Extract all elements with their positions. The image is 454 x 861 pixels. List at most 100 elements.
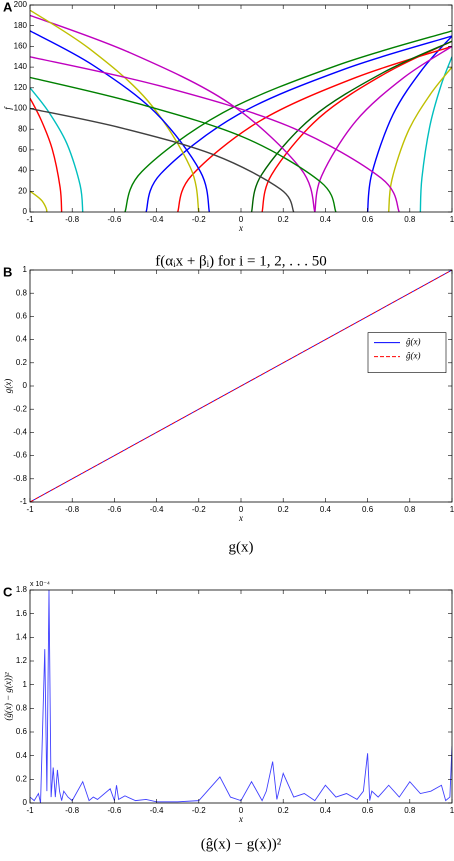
data-line xyxy=(250,40,452,212)
x-tick-label: -1 xyxy=(26,806,34,815)
data-line xyxy=(30,87,84,212)
x-tick-label: 0.2 xyxy=(278,215,290,224)
x-tick-label: 0.2 xyxy=(278,806,290,815)
x-tick-label: -0.8 xyxy=(65,215,79,224)
y-tick-label: -1 xyxy=(20,497,28,506)
x-tick-label: -0.2 xyxy=(192,806,206,815)
data-line xyxy=(388,66,452,212)
x-tick-label: 0 xyxy=(239,806,244,815)
y-tick-label: 0.8 xyxy=(16,288,28,297)
y-tick-label: 0.6 xyxy=(16,312,28,321)
legend-box xyxy=(367,332,447,373)
caption: g(x) xyxy=(229,539,254,555)
y-tick-label: 20 xyxy=(18,186,27,195)
y-tick-label: 160 xyxy=(14,42,28,51)
data-line xyxy=(30,190,48,212)
y-tick-label: 1.2 xyxy=(16,656,28,665)
data-line xyxy=(366,35,452,212)
y-tick-label: 0 xyxy=(23,207,28,216)
x-tick-label: 1 xyxy=(450,505,454,514)
y-tick-label: 40 xyxy=(18,166,27,175)
x-tick-label: -0.2 xyxy=(192,505,206,514)
y-tick-label: 60 xyxy=(18,145,27,154)
x-tick-label: -1 xyxy=(26,215,34,224)
x-tick-label: 0.8 xyxy=(404,806,416,815)
y-tick-label: 0.4 xyxy=(16,751,28,760)
x-axis-label: x xyxy=(238,513,243,523)
data-line xyxy=(261,40,452,212)
x-tick-label: -0.4 xyxy=(150,215,164,224)
caption: f(αᵢx + βᵢ) for i = 1, 2, . . . 50 xyxy=(155,253,326,269)
x-tick-label: 0.4 xyxy=(320,806,332,815)
y-axis-label: g(x) xyxy=(3,379,13,394)
data-line xyxy=(30,590,452,803)
y-tick-label: 1.8 xyxy=(16,585,28,594)
data-line xyxy=(30,14,316,212)
x-tick-label: 0.8 xyxy=(404,215,416,224)
x-axis-label: x xyxy=(238,814,243,824)
y-tick-label: 1 xyxy=(23,265,28,274)
x-tick-label: -0.6 xyxy=(108,505,122,514)
x-tick-label: -0.6 xyxy=(108,806,122,815)
y-tick-label: -0.8 xyxy=(13,474,27,483)
x-tick-label: -0.4 xyxy=(150,505,164,514)
plot-area xyxy=(30,5,452,212)
y-axis-label: (ĝ(x) − g(x))² xyxy=(3,672,13,721)
data-line xyxy=(145,35,452,212)
y-tick-label: 0.2 xyxy=(16,358,28,367)
data-line xyxy=(30,30,211,212)
data-line xyxy=(314,45,452,212)
x-tick-label: 0.6 xyxy=(362,505,374,514)
panel-label: A xyxy=(3,0,13,14)
y-tick-label: -0.2 xyxy=(13,404,27,413)
y-tick-label: 180 xyxy=(14,21,28,30)
x-tick-label: 0.6 xyxy=(362,806,374,815)
plot-area xyxy=(30,590,452,803)
panel-label: B xyxy=(3,264,12,279)
x-tick-label: -0.4 xyxy=(150,806,164,815)
data-line xyxy=(30,107,295,212)
x-tick-label: 0.2 xyxy=(278,505,290,514)
x-tick-label: 1 xyxy=(450,806,454,815)
x-tick-label: 0 xyxy=(239,505,244,514)
legend-label: ĝ(x) xyxy=(406,337,421,347)
data-line xyxy=(30,56,400,212)
y-tick-label: 0.6 xyxy=(16,727,28,736)
y-tick-label: 0.8 xyxy=(16,703,28,712)
x-tick-label: 1 xyxy=(450,215,454,224)
y-tick-label: 0 xyxy=(23,381,28,390)
x-tick-label: 0.4 xyxy=(320,505,332,514)
y-tick-label: 80 xyxy=(18,124,27,133)
data-line xyxy=(30,97,63,212)
x-tick-label: 0.4 xyxy=(320,215,332,224)
x-tick-label: 0 xyxy=(239,215,244,224)
y-tick-label: 0 xyxy=(23,798,28,807)
x-tick-label: 0.8 xyxy=(404,505,416,514)
y-tick-label: 0.2 xyxy=(16,774,28,783)
y-tick-label: 1.4 xyxy=(16,632,28,641)
x-tick-label: -0.2 xyxy=(192,215,206,224)
x-tick-label: -0.8 xyxy=(65,505,79,514)
caption: (ĝ(x) − g(x))² xyxy=(201,836,282,852)
y-tick-label: 1.6 xyxy=(16,609,28,618)
x-axis-label: x xyxy=(238,223,243,233)
y-tick-label: 200 xyxy=(14,0,28,9)
y-tick-label: 1 xyxy=(23,680,28,689)
y-tick-label: -0.4 xyxy=(13,428,27,437)
data-line xyxy=(177,45,452,212)
axis-multiplier: x 10⁻⁴ xyxy=(30,581,50,588)
y-tick-label: 120 xyxy=(14,83,28,92)
y-tick-label: -0.6 xyxy=(13,451,27,460)
legend-label: ĝ(x) xyxy=(406,351,421,361)
x-tick-label: -0.6 xyxy=(108,215,122,224)
panel-label: C xyxy=(3,584,13,599)
data-line xyxy=(30,76,337,212)
data-line xyxy=(30,270,452,502)
y-tick-label: 0.4 xyxy=(16,335,28,344)
y-tick-label: 100 xyxy=(14,104,28,113)
y-axis-label: f xyxy=(3,106,13,110)
y-tick-label: 140 xyxy=(14,62,28,71)
x-tick-label: 0.6 xyxy=(362,215,374,224)
data-line xyxy=(30,9,200,212)
